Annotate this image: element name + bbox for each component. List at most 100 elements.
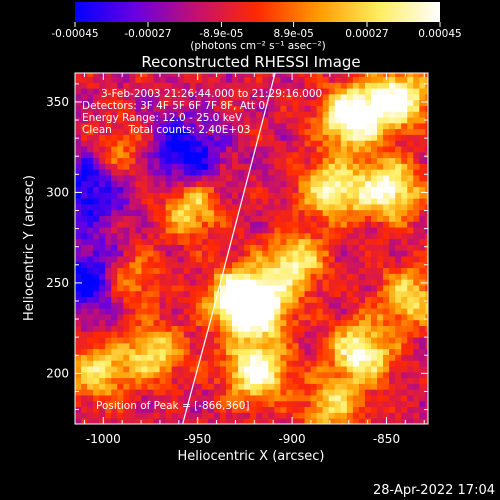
heatmap-cell [316,186,324,193]
heatmap-cell [232,122,239,130]
heatmap-cell [419,331,426,338]
heatmap-cell [117,157,124,164]
heatmap-cell [328,198,336,205]
heatmap-cell [256,140,263,147]
heatmap-cell [195,337,203,344]
heatmap-cell [262,273,269,280]
heatmap-cell [183,180,191,188]
heatmap-cell [232,180,239,188]
heatmap-cell [147,412,154,419]
heatmap-cell [105,151,112,159]
heatmap-cell [389,140,396,147]
heatmap-cell [105,389,112,396]
heatmap-cell [129,250,136,257]
heatmap-cell [195,73,203,78]
heatmap-cell [189,290,197,298]
heatmap-cell [238,238,245,245]
heatmap-cell [171,203,179,211]
heatmap-cell [322,325,330,332]
heatmap-cell [244,73,251,78]
heatmap-cell [250,337,257,344]
heatmap-cell [99,99,106,106]
heatmap-cell [165,180,173,188]
heatmap-cell [141,232,148,240]
heatmap-cell [262,290,269,298]
heatmap-cell [401,342,408,350]
heatmap-cell [153,93,160,101]
heatmap-cell [159,371,167,379]
heatmap-cell [407,377,414,384]
heatmap-cell [352,400,360,408]
heatmap-cell [183,232,191,240]
heatmap-cell [334,273,342,280]
heatmap-cell [334,227,342,234]
heatmap-cell [189,395,197,402]
heatmap-cell [165,198,173,205]
heatmap-cell [244,140,251,147]
heatmap-cell [75,325,82,332]
heatmap-cell [304,209,311,216]
heatmap-cell [105,244,112,251]
heatmap-cell [135,290,142,298]
heatmap-cell [111,371,118,379]
heatmap-cell [370,250,378,257]
heatmap-cell [304,111,311,118]
heatmap-cell [201,371,209,379]
heatmap-cell [370,117,378,124]
heatmap-cell [226,290,233,298]
heatmap-cell [383,250,390,257]
heatmap-cell [183,175,191,182]
heatmap-cell [135,279,142,286]
heatmap-cell [147,140,154,147]
heatmap-cell [383,371,390,379]
heatmap-cell [334,163,342,170]
heatmap-cell [226,111,233,118]
heatmap-cell [377,360,384,367]
heatmap-cell [129,360,136,367]
heatmap-cell [280,192,287,199]
heatmap-cell [328,88,336,95]
heatmap-cell [370,360,378,367]
heatmap-cell [304,406,311,413]
heatmap-cell [105,406,112,413]
heatmap-cell [407,198,414,205]
heatmap-cell [395,73,402,78]
heatmap-cell [358,157,366,164]
heatmap-cell [358,146,366,153]
heatmap-cell [377,128,384,135]
heatmap-cell [389,395,396,402]
heatmap-cell [232,232,239,240]
heatmap-cell [141,163,148,170]
heatmap-cell [322,76,330,83]
heatmap-cell [75,319,82,326]
heatmap-cell [280,342,287,350]
heatmap-cell [425,140,428,147]
heatmap-cell [256,418,263,424]
heatmap-cell [328,238,336,245]
heatmap-cell [117,337,124,344]
heatmap-cell [352,290,360,298]
heatmap-cell [135,412,142,419]
heatmap-cell [147,93,154,101]
heatmap-cell [262,99,269,106]
heatmap-cell [81,157,88,164]
heatmap-cell [395,389,402,396]
heatmap-cell [232,395,239,402]
heatmap-cell [346,209,354,216]
heatmap-cell [238,105,245,112]
heatmap-cell [232,308,239,315]
heatmap-cell [87,400,94,408]
heatmap-cell [292,325,299,332]
heatmap-cell [340,267,348,274]
heatmap-cell [177,111,185,118]
heatmap-cell [183,76,191,83]
heatmap-cell [165,221,173,228]
heatmap-cell [105,232,112,240]
heatmap-cell [364,82,372,89]
heatmap-cell [117,285,124,292]
heatmap-cell [195,354,203,361]
heatmap-cell [286,82,293,89]
heatmap-cell [304,151,311,159]
heatmap-cell [147,227,154,234]
heatmap-cell [226,383,233,390]
